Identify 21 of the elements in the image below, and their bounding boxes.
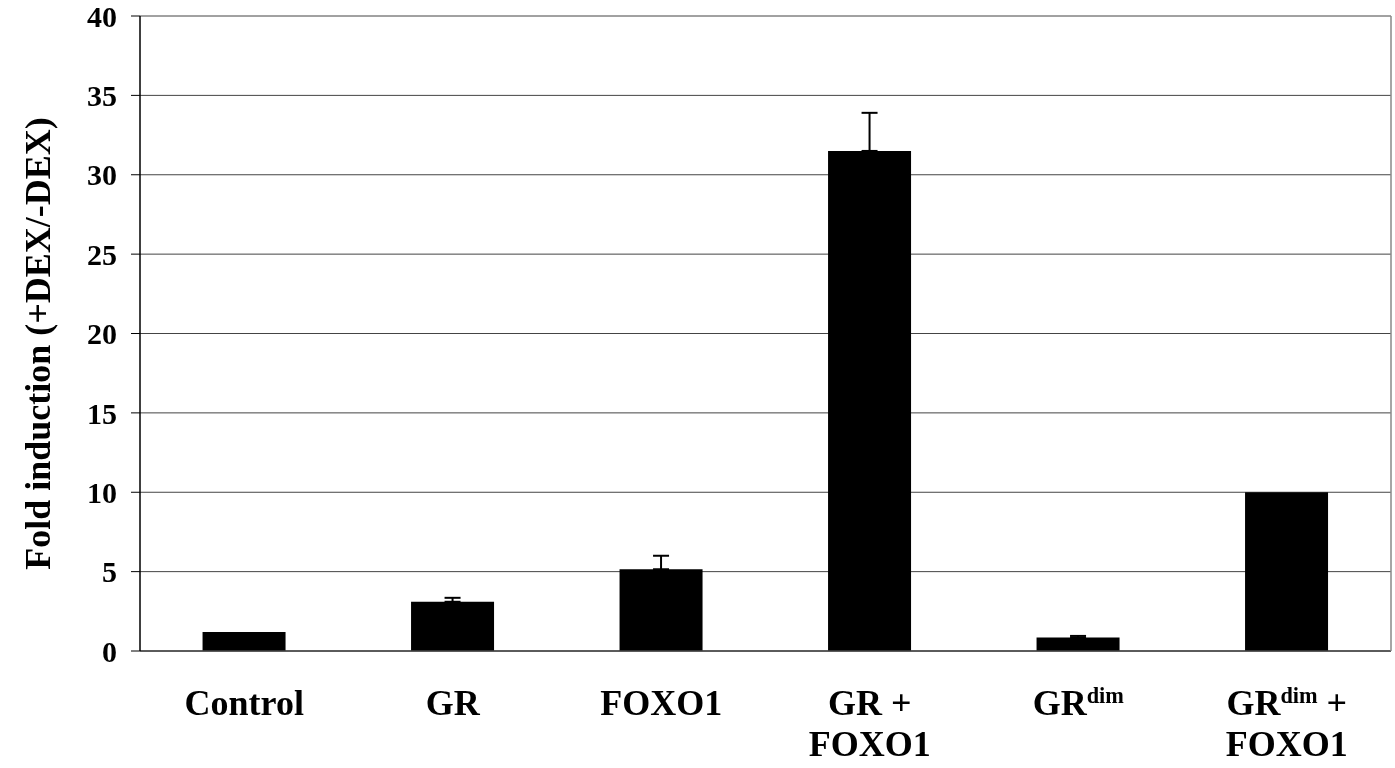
y-tick-label: 10: [87, 475, 117, 509]
x-tick-label: GR: [425, 683, 481, 723]
y-tick-label: 15: [87, 396, 117, 430]
x-tick-label: GR$^{dim}$: [1032, 682, 1125, 723]
bar: [828, 150, 912, 651]
y-tick-label: 5: [102, 555, 117, 589]
y-axis-title: Fold induction (+DEX/-DEX): [18, 117, 58, 570]
y-tick-label: 30: [87, 158, 117, 192]
y-tick-label: 20: [87, 317, 117, 351]
y-tick-label: 35: [87, 79, 117, 113]
bar: [202, 631, 286, 651]
x-tick-label: GR + FOXO1: [808, 683, 931, 764]
bar: [619, 569, 703, 651]
x-tick-label: Control: [184, 683, 304, 723]
bar: [411, 601, 495, 651]
y-tick-label: 40: [87, 0, 117, 33]
bar: [1245, 492, 1329, 651]
y-tick-label: 0: [102, 634, 117, 668]
y-tick-label: 25: [87, 237, 117, 271]
x-tick-label: FOXO1: [600, 683, 723, 723]
x-tick-label: GR$^{dim}$ + FOXO1: [1225, 682, 1348, 764]
